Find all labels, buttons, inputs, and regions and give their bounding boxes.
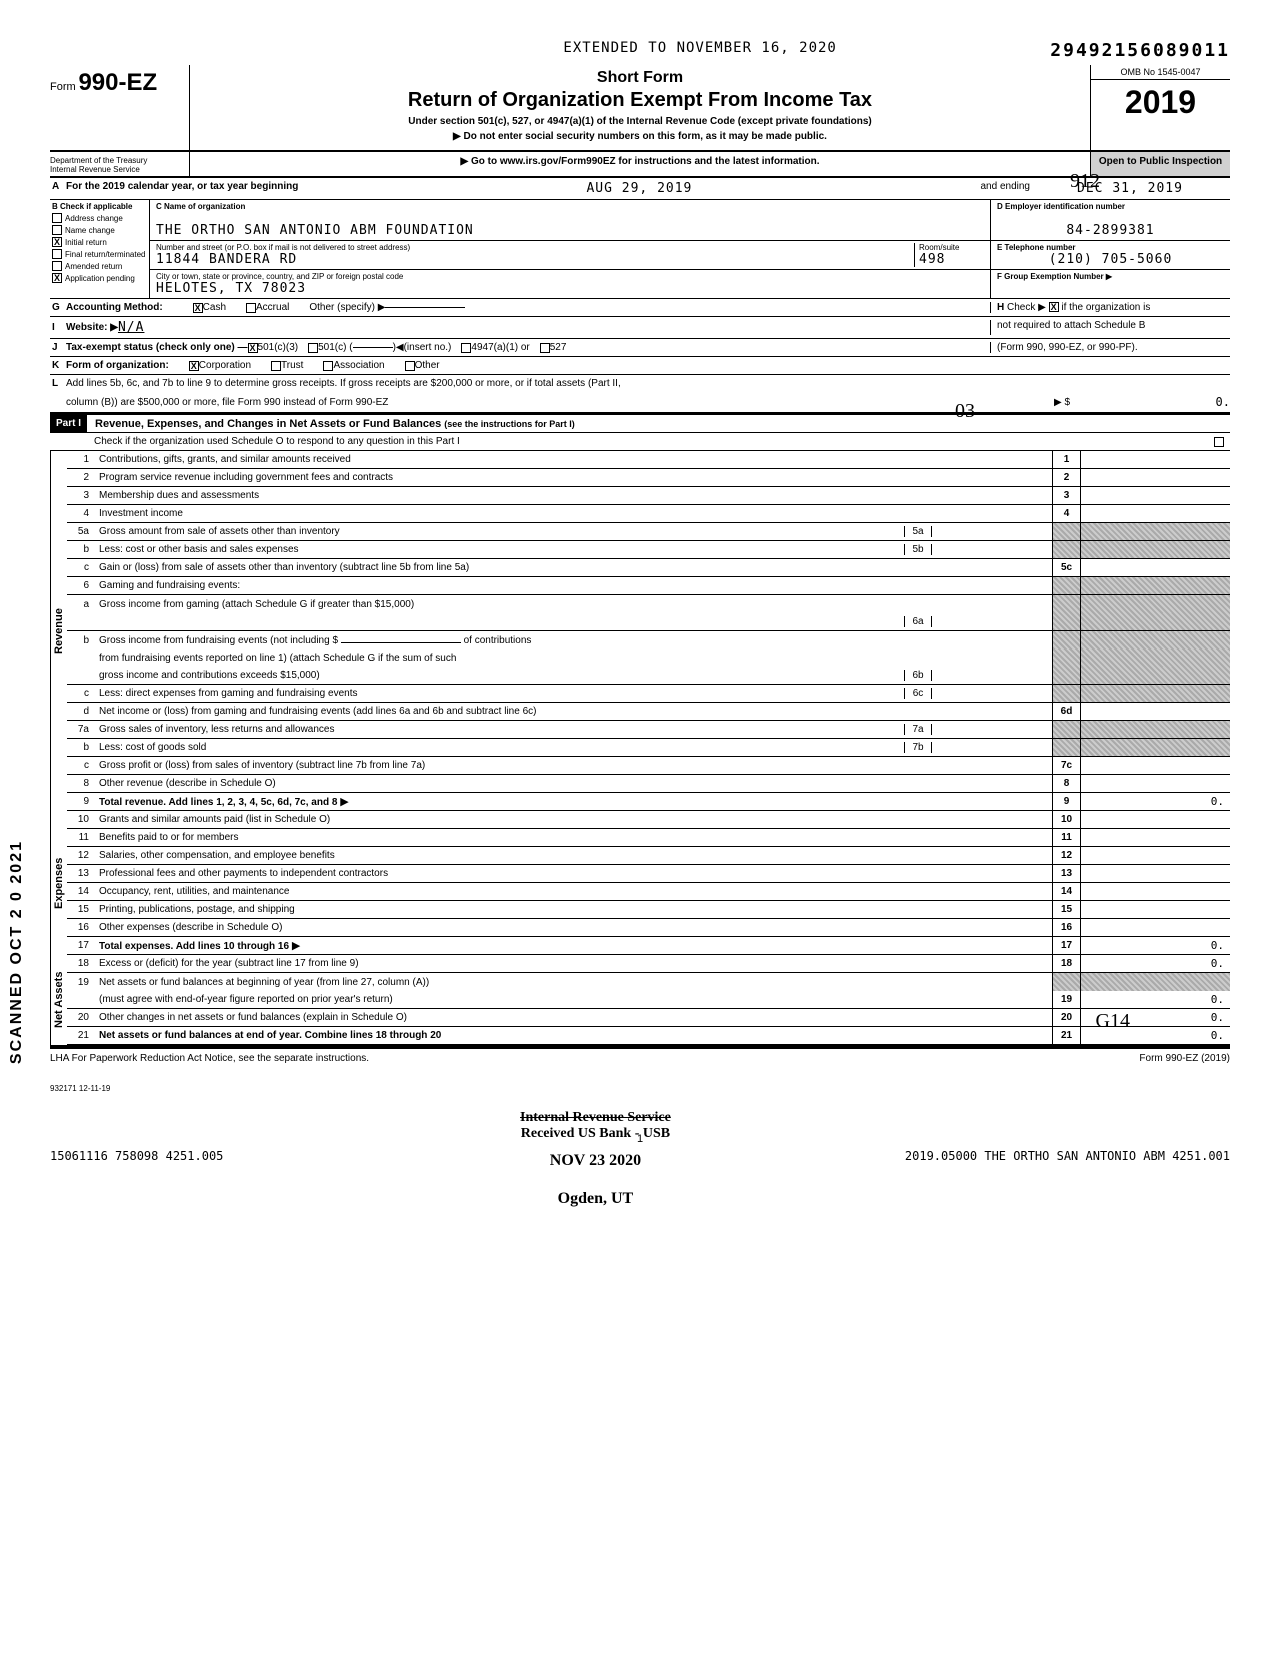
cb-initial-return[interactable]: X — [52, 237, 62, 247]
line-a-begin: AUG 29, 2019 — [298, 181, 980, 196]
street: 11844 BANDERA RD — [156, 252, 914, 267]
row-i-letter: I — [50, 322, 66, 333]
val-19: 0. — [1080, 991, 1230, 1008]
line-a-mid: and ending — [981, 181, 1031, 196]
part1-sub: (see the instructions for Part I) — [444, 419, 575, 429]
netassets-label: Net Assets — [50, 955, 67, 1045]
row-l-text1: Add lines 5b, 6c, and 7b to line 9 to de… — [66, 378, 621, 389]
line-a-end: DEC 31, 2019 — [1030, 181, 1230, 196]
goto: ▶ Go to www.irs.gov/Form990EZ for instru… — [190, 152, 1090, 176]
val-18: 0. — [1080, 955, 1230, 972]
handwriting-2: 03 — [955, 400, 975, 423]
handwriting-1: 912 — [1070, 170, 1100, 193]
cb-cash[interactable]: X — [193, 303, 203, 313]
top-right-number: 29492156089011 — [1050, 40, 1230, 61]
cb-other[interactable] — [405, 361, 415, 371]
cb-trust[interactable] — [271, 361, 281, 371]
cb-4947[interactable] — [461, 343, 471, 353]
city: HELOTES, TX 78023 — [156, 281, 984, 296]
row-l-letter: L — [50, 378, 66, 389]
phone-label: E Telephone number — [997, 243, 1224, 252]
part1-check: Check if the organization used Schedule … — [94, 436, 460, 447]
col-b-header: B Check if applicable — [52, 202, 147, 211]
row-g-label: Accounting Method: — [66, 302, 163, 313]
revenue-label: Revenue — [50, 451, 67, 811]
val-17: 0. — [1080, 937, 1230, 954]
city-label: City or town, state or province, country… — [156, 272, 984, 281]
subtitle: Under section 501(c), 527, or 4947(a)(1)… — [200, 116, 1080, 127]
small-code: 932171 12-11-19 — [50, 1084, 1230, 1093]
row-g-letter: G — [50, 302, 66, 313]
row-l-value: 0. — [1080, 395, 1230, 409]
cb-accrual[interactable] — [246, 303, 256, 313]
row-k-label: Form of organization: — [66, 360, 169, 371]
group-label: F Group Exemption Number ▶ — [997, 272, 1224, 281]
part1-label: Part I — [50, 415, 87, 432]
ein: 84-2899381 — [997, 223, 1224, 238]
cb-501c[interactable] — [308, 343, 318, 353]
handwriting-3: G14 — [1096, 1010, 1130, 1033]
extended-to: EXTENDED TO NOVEMBER 16, 2020 — [563, 40, 836, 56]
row-j-letter: J — [50, 342, 66, 353]
website: N/A — [118, 320, 144, 335]
omb: OMB No 1545-0047 — [1091, 65, 1230, 80]
form-number: 990-EZ — [78, 69, 157, 96]
cb-amended[interactable] — [52, 261, 62, 271]
cb-501c3[interactable]: X — [248, 343, 258, 353]
phone: (210) 705-5060 — [997, 252, 1224, 267]
row-i-label: Website: ▶ — [66, 322, 118, 333]
room-label: Room/suite — [919, 243, 984, 252]
cb-assoc[interactable] — [323, 361, 333, 371]
scanned-stamp: SCANNED OCT 2 0 2021 — [8, 840, 26, 1064]
street-label: Number and street (or P.O. box if mail i… — [156, 243, 914, 252]
bottom-left-code: 15061116 758098 4251.005 — [50, 1149, 223, 1163]
open-public: Open to Public Inspection — [1090, 152, 1230, 176]
cb-name-change[interactable] — [52, 225, 62, 235]
line-a-letter: A — [50, 181, 66, 196]
expenses-label: Expenses — [50, 811, 67, 955]
irs: Internal Revenue Service — [50, 165, 185, 174]
cb-app-pending[interactable]: X — [52, 273, 62, 283]
cb-part1-scho[interactable] — [1214, 437, 1224, 447]
ein-label: D Employer identification number — [997, 202, 1224, 211]
line-a-label: For the 2019 calendar year, or tax year … — [66, 181, 298, 196]
bottom-right-code: 2019.05000 THE ORTHO SAN ANTONIO ABM 425… — [905, 1149, 1230, 1163]
tax-year: 2019 — [1091, 80, 1230, 125]
cb-final-return[interactable] — [52, 249, 62, 259]
short-form: Short Form — [200, 69, 1080, 87]
row-j-label: Tax-exempt status (check only one) — — [66, 342, 248, 353]
form-prefix: Form — [50, 81, 76, 93]
form-end: Form 990-EZ (2019) — [1139, 1053, 1230, 1064]
row-k-letter: K — [50, 360, 66, 371]
row-l-text2: column (B)) are $500,000 or more, file F… — [66, 397, 388, 408]
room: 498 — [919, 252, 984, 267]
page-number: 1 — [50, 1133, 1230, 1145]
org-name: THE ORTHO SAN ANTONIO ABM FOUNDATION — [156, 223, 984, 238]
row-l-arrow: ▶ $ — [388, 397, 1080, 408]
cb-address-change[interactable] — [52, 213, 62, 223]
cb-corp[interactable]: X — [189, 361, 199, 371]
part1-title: Revenue, Expenses, and Changes in Net As… — [95, 418, 441, 430]
cb-h[interactable]: X — [1049, 302, 1059, 312]
cb-527[interactable] — [540, 343, 550, 353]
lha-notice: LHA For Paperwork Reduction Act Notice, … — [50, 1053, 369, 1064]
name-label: C Name of organization — [156, 202, 984, 211]
main-title: Return of Organization Exempt From Incom… — [200, 89, 1080, 112]
val-9: 0. — [1080, 793, 1230, 810]
warning: ▶ Do not enter social security numbers o… — [200, 131, 1080, 142]
dept: Department of the Treasury — [50, 156, 185, 165]
